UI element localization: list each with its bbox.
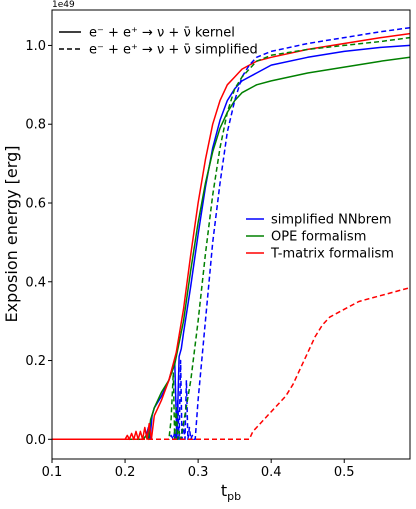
legend-simplified-label: e⁻ + e⁺ → ν + ν̄ simplified	[89, 43, 258, 58]
x-axis-title-subscript: pb	[227, 490, 241, 503]
x-axis-title: tpb	[221, 481, 241, 503]
y-tick-label: 0.2	[25, 354, 46, 369]
series-line-dashed-5	[52, 286, 410, 441]
y-tick-label: 0.6	[25, 196, 46, 211]
y-axis: 0.0 0.2 0.4 0.6 0.8 1.0	[25, 39, 52, 448]
x-tick-label: 0.3	[188, 465, 209, 480]
x-tick-label: 0.1	[42, 465, 63, 480]
y-tick-label: 1.0	[25, 39, 46, 54]
x-tick-label: 0.5	[334, 465, 355, 480]
legend-simplified-nnbrem-label: simplified NNbrem	[271, 213, 392, 228]
y-tick-label: 0.0	[25, 433, 46, 448]
plot-frame	[51, 9, 411, 460]
y-offset-text: 1e49	[52, 0, 75, 10]
series-line-solid-0	[52, 44, 410, 441]
legend-colors: simplified NNbrem OPE formalism T-matrix…	[246, 213, 394, 262]
legend-ope-label: OPE formalism	[271, 230, 366, 245]
x-tick-label: 0.2	[115, 465, 136, 480]
legend-kernel-label: e⁻ + e⁺ → ν + ν̄ kernel	[89, 26, 235, 41]
x-axis: 0.1 0.2 0.3 0.4 0.5	[42, 459, 355, 480]
y-axis-title: Exposion energy [erg]	[2, 146, 21, 323]
series-layer	[52, 26, 410, 441]
legend-tmatrix-label: T-matrix formalism	[270, 247, 394, 262]
series-line-solid-1	[52, 56, 410, 441]
y-tick-label: 0.4	[25, 275, 46, 290]
legend-line-styles: e⁻ + e⁺ → ν + ν̄ kernel e⁻ + e⁺ → ν + ν̄…	[59, 26, 258, 58]
x-axis-title-main: t	[221, 481, 227, 500]
y-tick-label: 0.8	[25, 118, 46, 133]
x-tick-label: 0.4	[261, 465, 282, 480]
series-line-solid-2	[52, 32, 410, 441]
